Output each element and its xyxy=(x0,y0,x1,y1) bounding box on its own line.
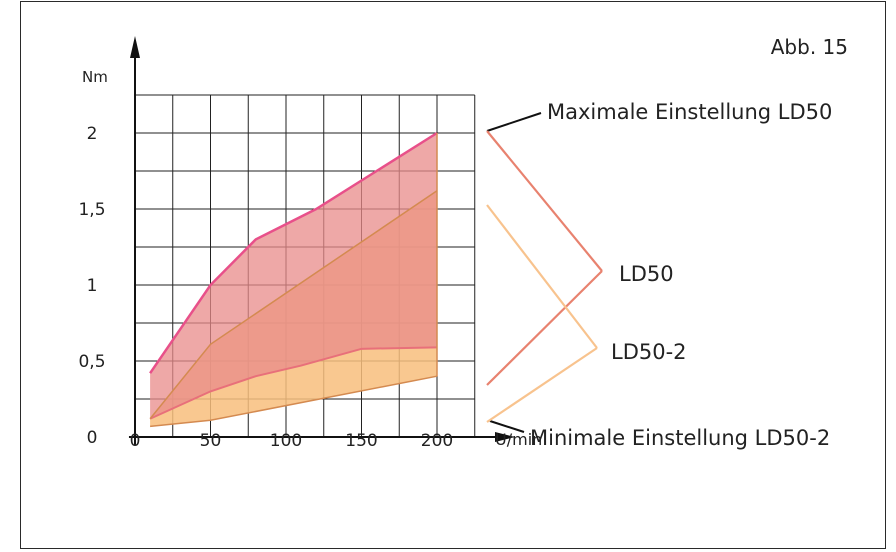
y-axis-arrow xyxy=(130,36,140,58)
figure-label: Abb. 15 xyxy=(771,35,848,59)
y-tick-label: 2 xyxy=(87,124,98,144)
x-axis-label: U/min xyxy=(495,430,542,449)
bands xyxy=(149,131,438,428)
x-tick-label: 200 xyxy=(421,431,453,451)
y-axis-label: Nm xyxy=(82,68,108,86)
y-tick-label: 0 xyxy=(87,428,98,448)
callout-ld50-upper xyxy=(486,130,603,272)
callout-ld50-lower xyxy=(486,270,603,386)
callout-ld50-2-upper xyxy=(486,204,598,349)
callout-max-line xyxy=(486,112,542,132)
x-tick-label: 150 xyxy=(345,431,377,451)
annotation-ld50: LD50 xyxy=(619,262,674,286)
callout-min-line xyxy=(489,420,525,433)
band-ld50 xyxy=(150,133,437,419)
ticks: 0 50 100 150 200 0 0,5 1 1,5 2 xyxy=(78,124,453,451)
x-tick-label: 50 xyxy=(200,431,222,451)
y-tick-label: 1,5 xyxy=(78,200,105,220)
x-tick-label: 100 xyxy=(270,431,302,451)
band-ld50-2-upper-edge xyxy=(149,190,438,420)
x-axis-arrow xyxy=(495,432,515,442)
figure-frame xyxy=(20,1,886,549)
callouts xyxy=(486,112,603,433)
callout-ld50-2-lower xyxy=(486,347,598,423)
band-ld50-upper-edge xyxy=(149,131,438,374)
axes xyxy=(128,36,515,445)
band-ld50-2-lower-edge xyxy=(150,375,438,428)
y-tick-label: 0,5 xyxy=(78,352,105,372)
y-tick-label: 1 xyxy=(87,276,98,296)
annotation-min-setting: Minimale Einstellung LD50-2 xyxy=(530,426,830,450)
annotation-max-setting: Maximale Einstellung LD50 xyxy=(547,100,832,124)
band-ld50-lower-edge xyxy=(149,346,438,420)
x-tick-label: 0 xyxy=(130,431,141,451)
annotation-ld50-2: LD50-2 xyxy=(611,340,687,364)
